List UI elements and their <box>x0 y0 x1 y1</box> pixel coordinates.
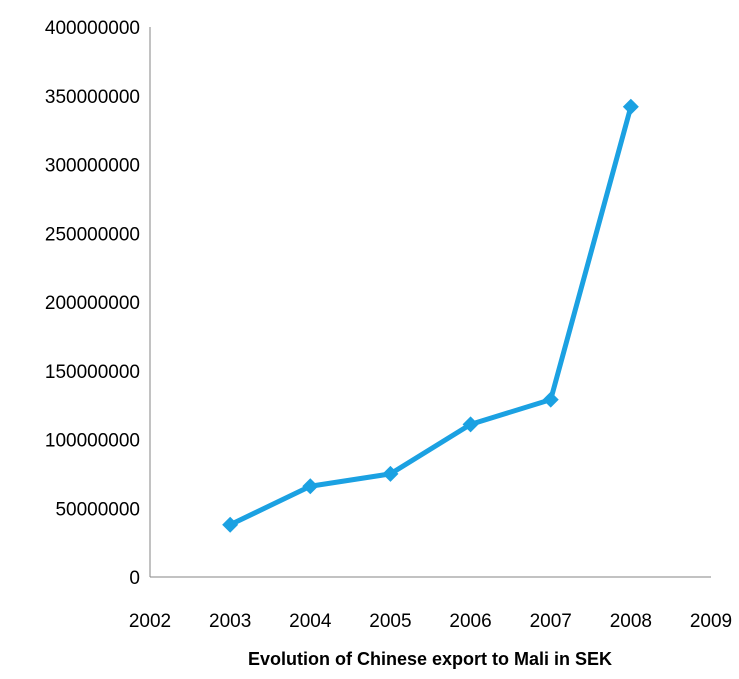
x-axis-title: Evolution of Chinese export to Mali in S… <box>248 649 612 669</box>
y-tick-label: 400000000 <box>45 18 140 39</box>
y-tick-label: 100000000 <box>45 431 140 452</box>
y-tick-label: 200000000 <box>45 293 140 314</box>
y-tick-label: 150000000 <box>45 362 140 383</box>
data-point-marker <box>302 478 319 495</box>
x-tick-label: 2008 <box>610 611 652 632</box>
data-point-marker <box>622 98 639 115</box>
series-line <box>227 104 634 528</box>
data-point-marker <box>222 516 239 533</box>
axes <box>149 27 711 578</box>
y-tick-labels: 0 50000000 100000000 150000000 200000000 2500… <box>45 18 140 589</box>
data-point-marker <box>542 391 559 408</box>
y-tick-label: 300000000 <box>45 156 140 177</box>
y-tick-label: 0 <box>129 568 140 589</box>
data-series <box>222 98 639 533</box>
x-tick-label: 2003 <box>209 611 251 632</box>
x-tick-labels: 2002 2003 2004 2005 2006 2007 2008 2009 <box>129 611 732 632</box>
y-tick-label: 250000000 <box>45 224 140 245</box>
x-tick-label: 2002 <box>129 611 171 632</box>
data-point-marker <box>382 465 399 482</box>
x-tick-label: 2004 <box>289 611 332 632</box>
y-tick-label: 350000000 <box>45 87 140 108</box>
x-tick-label: 2007 <box>530 611 572 632</box>
x-tick-label: 2005 <box>369 611 411 632</box>
x-tick-label: 2006 <box>449 611 491 632</box>
data-point-marker <box>462 416 479 433</box>
y-tick-label: 50000000 <box>55 499 140 520</box>
x-tick-label: 2009 <box>690 611 732 632</box>
